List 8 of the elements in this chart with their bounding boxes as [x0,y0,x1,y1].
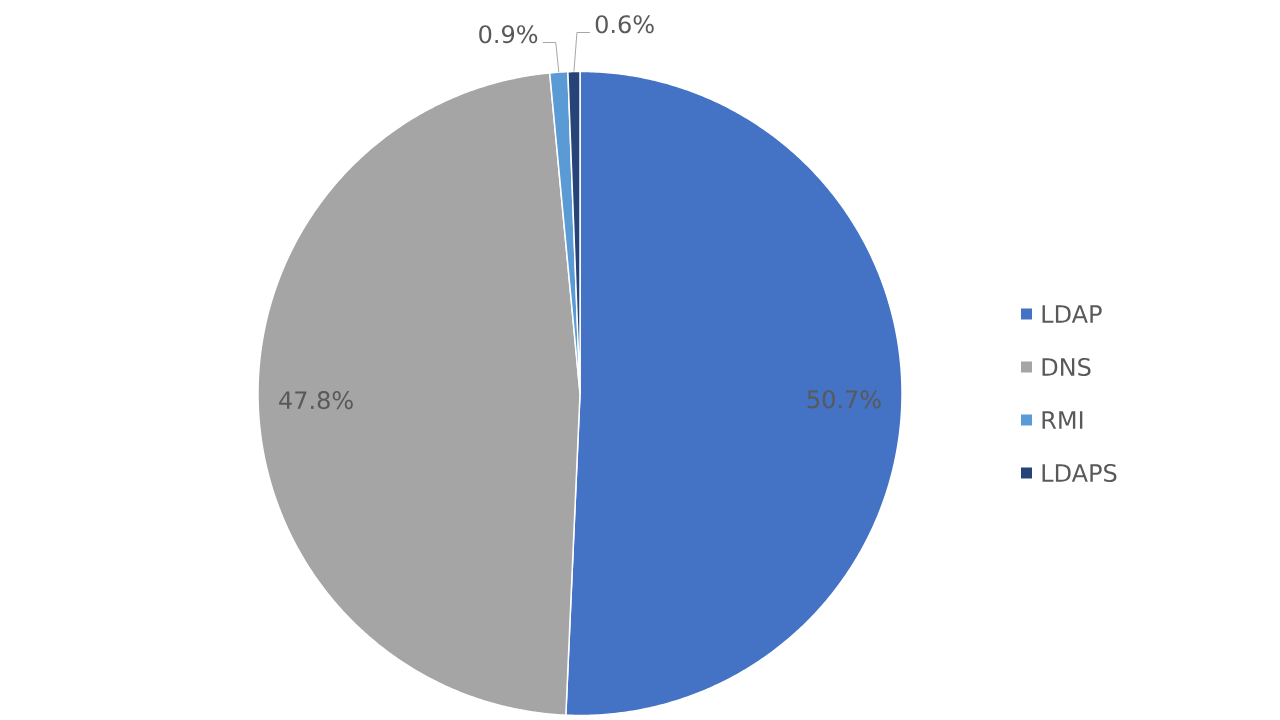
data-label: 50.7% [807,390,881,409]
legend-label: LDAP [1042,305,1102,323]
legend-label: LDAPS [1042,463,1117,483]
data-label: 0.9% [479,25,538,44]
data-label: 0.6% [595,15,654,34]
legend-label: DNS [1042,357,1091,377]
data-label: 47.8% [279,391,353,410]
legend-label: RMI [1042,411,1083,429]
